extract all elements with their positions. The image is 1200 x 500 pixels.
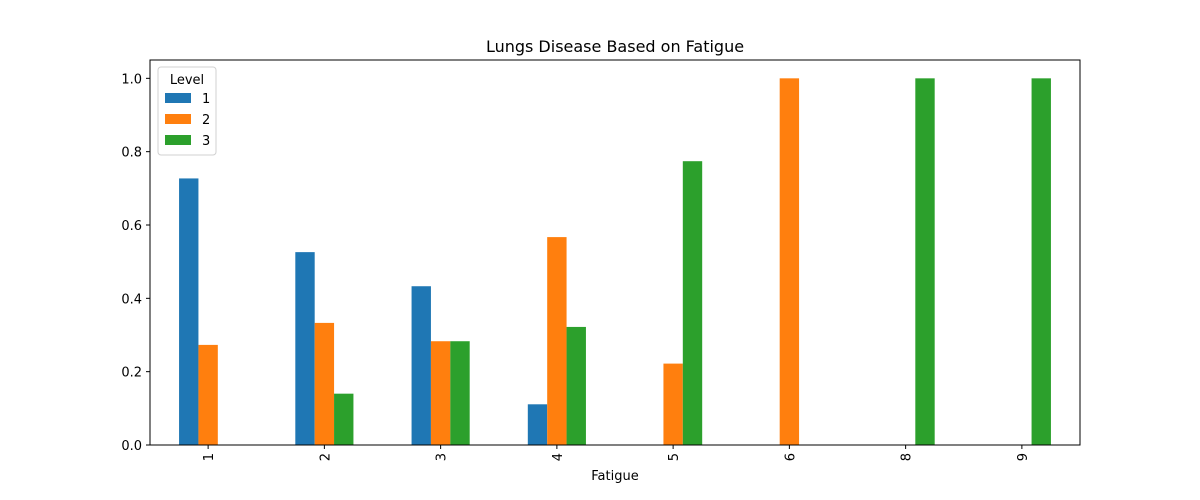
- bar-level-2-fatigue-2: [314, 322, 335, 445]
- x-tick-label: 9: [1016, 453, 1031, 461]
- y-tick-label: 0.8: [121, 146, 142, 161]
- y-tick-label: 0.4: [121, 292, 142, 307]
- bar-level-3-fatigue-5: [682, 161, 703, 445]
- bars-group: [179, 78, 1051, 445]
- x-tick-label: 8: [900, 453, 915, 461]
- bar-level-1-fatigue-4: [527, 404, 548, 445]
- bar-level-3-fatigue-3: [450, 341, 470, 445]
- bar-level-2-fatigue-5: [663, 363, 683, 445]
- bar-level-3-fatigue-4: [566, 326, 586, 445]
- x-axis-label: Fatigue: [591, 469, 638, 484]
- x-tick-label: 5: [667, 453, 682, 461]
- bar-level-2-fatigue-4: [547, 237, 567, 445]
- bar-level-3-fatigue-8: [915, 78, 935, 445]
- bar-level-1-fatigue-3: [411, 286, 431, 445]
- bar-level-2-fatigue-6: [779, 78, 800, 445]
- legend-items: 1 2 3: [165, 92, 210, 149]
- legend-swatch-1: [165, 93, 191, 103]
- bar-level-2-fatigue-1: [198, 344, 218, 445]
- legend-swatch-2: [165, 114, 191, 124]
- bar-level-3-fatigue-9: [1031, 78, 1051, 445]
- legend-label-1: 1: [202, 92, 210, 107]
- x-tick-label: 2: [318, 453, 333, 461]
- plot-frame: [149, 59, 1081, 446]
- y-tick-label: 0.0: [121, 439, 142, 454]
- y-tick-label: 0.2: [121, 366, 142, 381]
- bar-level-1-fatigue-2: [295, 252, 315, 445]
- y-axis: 0.0 0.2 0.4 0.6 0.8 1.0: [121, 72, 150, 454]
- y-tick-label: 0.6: [121, 219, 142, 234]
- bar-level-3-fatigue-2: [334, 393, 354, 445]
- chart-title: Lungs Disease Based on Fatigue: [486, 37, 744, 56]
- x-tick-label: 4: [551, 453, 566, 461]
- legend-label-3: 3: [202, 134, 210, 149]
- bar-level-2-fatigue-3: [430, 341, 451, 445]
- x-tick-label: 1: [202, 453, 217, 461]
- bar-level-1-fatigue-1: [179, 178, 199, 445]
- legend-box: [157, 66, 217, 156]
- y-tick-label: 1.0: [121, 72, 142, 87]
- legend-label-2: 2: [202, 113, 210, 128]
- x-tick-label: 3: [435, 453, 450, 461]
- legend-swatch-3: [165, 135, 191, 145]
- legend: Level 1 2 3: [157, 66, 217, 156]
- x-tick-label: 6: [783, 453, 798, 461]
- legend-title: Level: [170, 73, 204, 88]
- x-axis: 1 2 3 4 5 6 8 9: [202, 445, 1031, 461]
